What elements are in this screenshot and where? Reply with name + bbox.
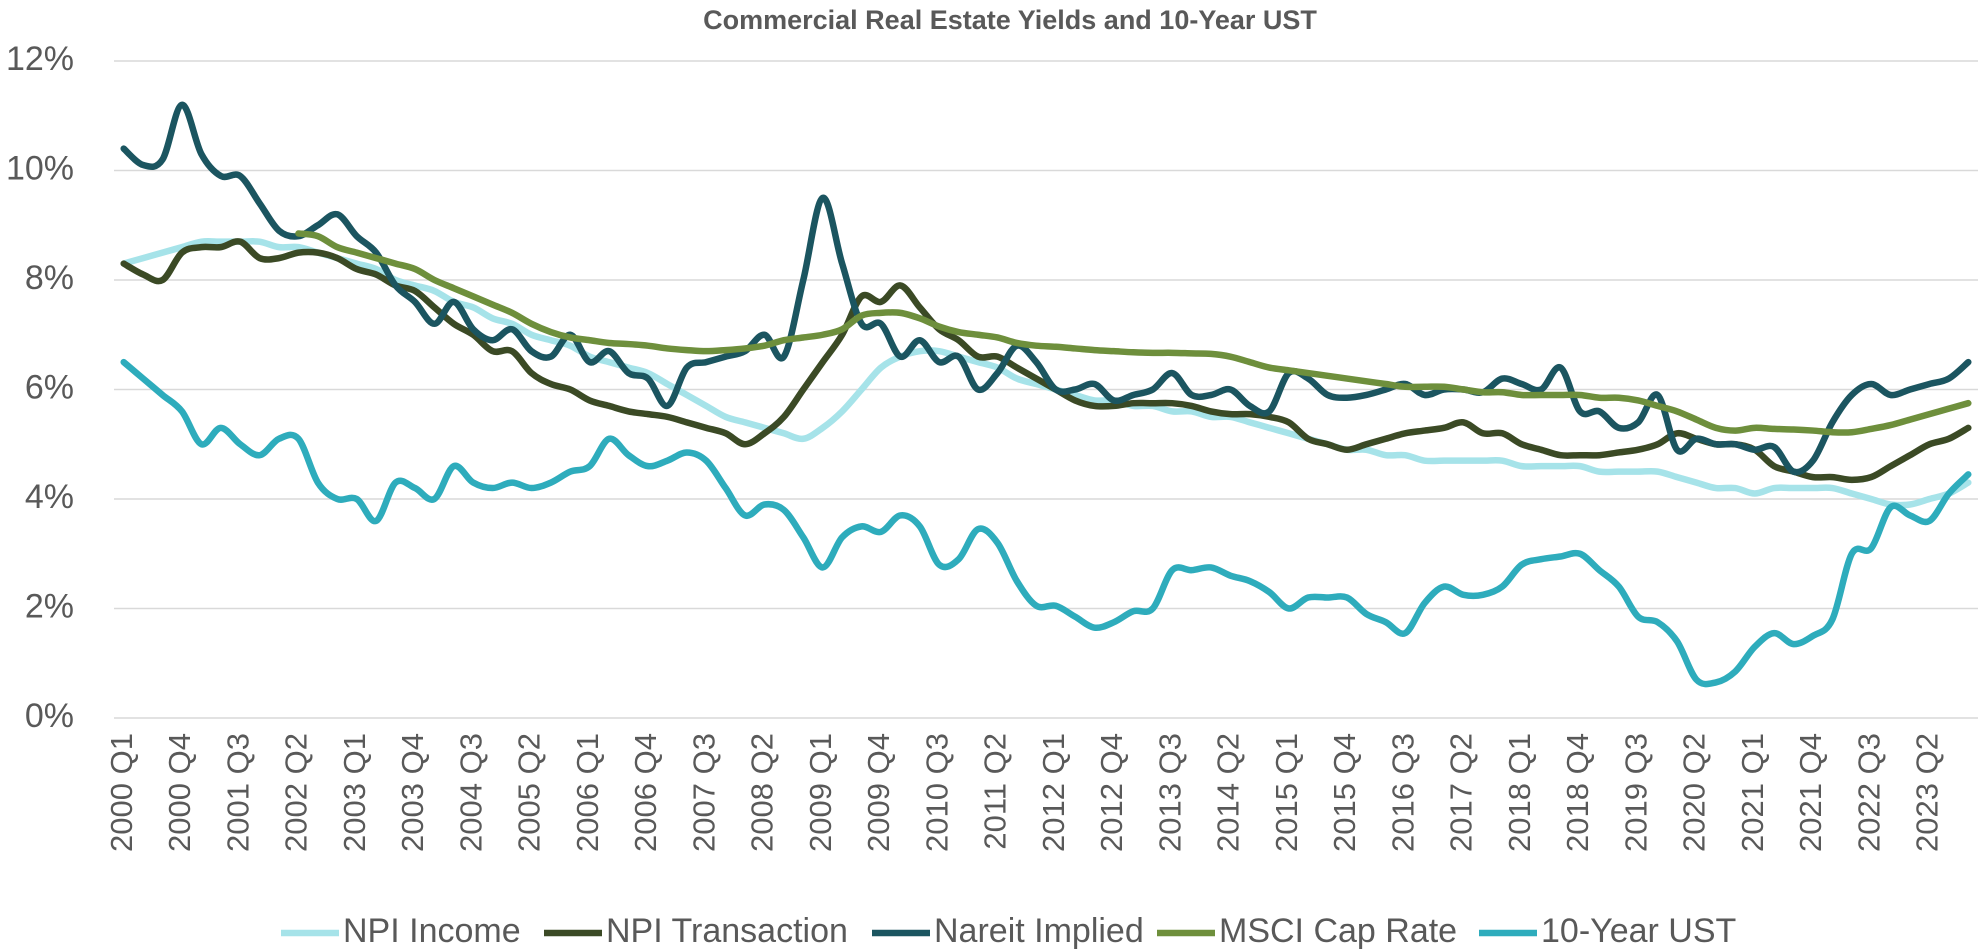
legend-label: MSCI Cap Rate: [1219, 912, 1457, 950]
x-tick-label: 2005 Q2: [512, 733, 547, 852]
x-tick-label: 2022 Q3: [1851, 733, 1886, 852]
y-tick-label: 12%: [6, 40, 74, 78]
x-tick-label: 2017 Q2: [1444, 733, 1479, 852]
x-tick-label: 2007 Q3: [686, 733, 721, 852]
y-tick-label: 4%: [25, 478, 74, 516]
x-tick-label: 2015 Q4: [1327, 733, 1362, 852]
x-tick-label: 2013 Q3: [1152, 733, 1187, 852]
x-tick-label: 2003 Q4: [395, 733, 430, 852]
x-tick-label: 2000 Q1: [104, 733, 139, 852]
legend-label: NPI Transaction: [606, 912, 848, 950]
x-tick-label: 2018 Q4: [1560, 733, 1595, 852]
chart-title: Commercial Real Estate Yields and 10-Yea…: [703, 5, 1317, 35]
x-tick-label: 2009 Q4: [861, 733, 896, 852]
y-tick-label: 8%: [25, 259, 74, 297]
x-tick-label: 2021 Q1: [1735, 733, 1770, 852]
series-line: [295, 230, 1972, 436]
x-tick-label: 2015 Q1: [1269, 733, 1304, 852]
x-tick-label: 2000 Q4: [162, 733, 197, 852]
x-tick-label: 2001 Q3: [220, 733, 255, 852]
x-tick-label: 2002 Q2: [279, 733, 314, 852]
legend-label: 10-Year UST: [1541, 912, 1736, 950]
x-tick-label: 2010 Q3: [919, 733, 954, 852]
x-tick-label: 2019 Q3: [1618, 733, 1653, 852]
x-tick-label: 2012 Q1: [1036, 733, 1071, 852]
x-tick-label: 2004 Q3: [453, 733, 488, 852]
y-tick-label: 0%: [25, 697, 74, 735]
x-tick-label: 2020 Q2: [1677, 733, 1712, 852]
x-tick-label: 2023 Q2: [1910, 733, 1945, 852]
legend-label: NPI Income: [343, 912, 521, 950]
series-line: [120, 238, 1972, 484]
x-tick-label: 2016 Q3: [1385, 733, 1420, 852]
x-tick-label: 2006 Q1: [570, 733, 605, 852]
legend-label: Nareit Implied: [934, 912, 1144, 950]
x-tick-label: 2021 Q4: [1793, 733, 1828, 852]
x-tick-label: 2008 Q2: [745, 733, 780, 852]
x-tick-label: 2012 Q4: [1094, 733, 1129, 852]
x-tick-label: 2009 Q1: [803, 733, 838, 852]
series-line: [120, 358, 1972, 688]
x-tick-label: 2006 Q4: [628, 733, 663, 852]
y-tick-label: 2%: [25, 587, 74, 625]
x-tick-label: 2018 Q1: [1502, 733, 1537, 852]
x-tick-label: 2011 Q2: [978, 733, 1013, 850]
x-tick-label: 2014 Q2: [1211, 733, 1246, 852]
y-tick-label: 6%: [25, 368, 74, 406]
y-tick-label: 10%: [6, 149, 74, 187]
x-tick-label: 2003 Q1: [337, 733, 372, 852]
series-line: [120, 101, 1972, 476]
